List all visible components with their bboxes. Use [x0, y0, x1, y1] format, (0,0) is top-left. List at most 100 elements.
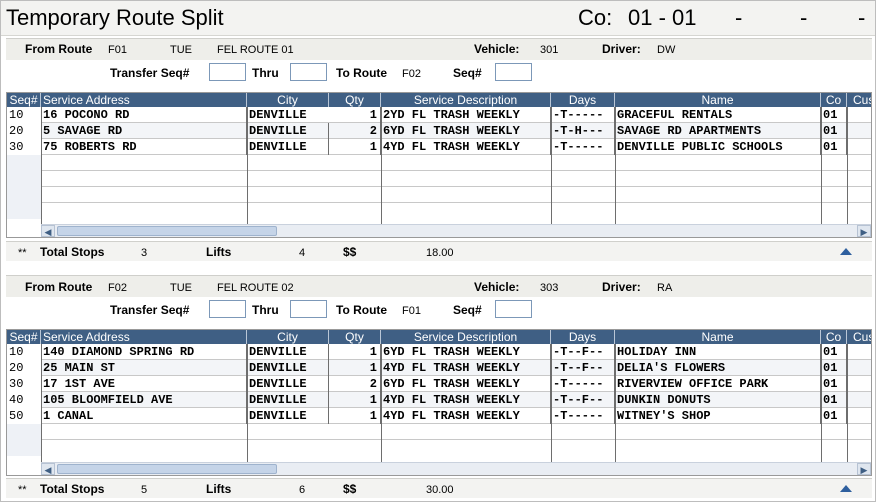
empty-row[interactable]	[41, 424, 871, 440]
lifts-value: 6	[299, 484, 306, 496]
description-cell: 4YD FL TRASH WEEKLY	[381, 408, 551, 424]
scroll-right-icon[interactable]: ▶	[857, 225, 871, 237]
seq-cell[interactable]: 30	[7, 139, 41, 155]
transfer-seq-input[interactable]	[209, 63, 246, 81]
seq-input[interactable]	[495, 63, 532, 81]
col-days-header[interactable]: Days	[551, 93, 615, 107]
thru-input[interactable]	[290, 300, 327, 318]
route-info-bar: From Route F01 TUE FEL ROUTE 01 Vehicle:…	[6, 38, 872, 60]
qty-cell: 2	[329, 123, 381, 139]
scroll-right-icon[interactable]: ▶	[857, 463, 871, 475]
col-days-header[interactable]: Days	[551, 330, 615, 344]
city-cell: DENVILLE	[247, 408, 329, 424]
thru-input[interactable]	[290, 63, 327, 81]
address-cell: 25 MAIN ST	[41, 360, 247, 376]
seq-cell[interactable]: 40	[7, 392, 41, 408]
table-row[interactable]: 1 CANAL DENVILLE 1 4YD FL TRASH WEEKLY -…	[41, 408, 871, 424]
table-row[interactable]: 105 BLOOMFIELD AVE DENVILLE 1 4YD FL TRA…	[41, 392, 871, 408]
thru-label: Thru	[252, 303, 279, 317]
col-co-header[interactable]: Co	[821, 93, 847, 107]
col-qty-header[interactable]: Qty	[329, 93, 381, 107]
header-dash: -	[800, 5, 808, 30]
empty-row[interactable]	[41, 155, 871, 171]
col-address-header[interactable]: Service Address	[41, 93, 247, 107]
collapse-up-icon[interactable]	[840, 248, 852, 255]
description-cell: 6YD FL TRASH WEEKLY	[381, 344, 551, 360]
to-route-label: To Route	[336, 66, 388, 80]
total-stops-value: 5	[141, 484, 148, 496]
col-city-header[interactable]: City	[247, 330, 329, 344]
horizontal-scrollbar[interactable]: ◀ ▶	[41, 224, 871, 237]
totals-bar: ** Total Stops 5 Lifts 6 $$ 30.00	[6, 478, 872, 498]
col-name-header[interactable]: Name	[615, 330, 821, 344]
empty-row[interactable]	[41, 171, 871, 187]
col-seq-header[interactable]: Seq#	[7, 93, 41, 107]
column-divider	[551, 107, 552, 224]
driver-label: Driver:	[602, 42, 641, 56]
scroll-left-icon[interactable]: ◀	[41, 225, 55, 237]
grid-header: Seq# Service Address City Qty Service De…	[7, 330, 871, 344]
name-cell: RIVERVIEW OFFICE PARK	[615, 376, 821, 392]
column-divider	[247, 107, 248, 224]
route-day: TUE	[170, 44, 192, 56]
column-divider	[247, 344, 248, 462]
table-row[interactable]: 140 DIAMOND SPRING RD DENVILLE 1 6YD FL …	[41, 344, 871, 360]
collapse-up-icon[interactable]	[840, 485, 852, 492]
table-row[interactable]: 25 MAIN ST DENVILLE 1 4YD FL TRASH WEEKL…	[41, 360, 871, 376]
col-qty-header[interactable]: Qty	[329, 330, 381, 344]
transfer-bar: Transfer Seq# Thru To Route F02 Seq#	[6, 60, 872, 88]
total-stops-value: 3	[141, 247, 148, 259]
route-info-bar: From Route F02 TUE FEL ROUTE 02 Vehicle:…	[6, 275, 872, 297]
seq-cell[interactable]: 10	[7, 107, 41, 123]
qty-cell: 2	[329, 376, 381, 392]
col-description-header[interactable]: Service Description	[381, 93, 551, 107]
col-seq-header[interactable]: Seq#	[7, 330, 41, 344]
table-row[interactable]: 17 1ST AVE DENVILLE 2 6YD FL TRASH WEEKL…	[41, 376, 871, 392]
empty-row[interactable]	[41, 203, 871, 219]
col-cus-header[interactable]: Cus	[847, 93, 871, 107]
table-row[interactable]: 5 SAVAGE RD DENVILLE 2 6YD FL TRASH WEEK…	[41, 123, 871, 139]
name-cell: WITNEY'S SHOP	[615, 408, 821, 424]
seq-cell[interactable]: 10	[7, 344, 41, 360]
from-route-code: F02	[108, 282, 127, 294]
horizontal-scrollbar[interactable]: ◀ ▶	[41, 462, 871, 475]
column-divider	[551, 344, 552, 462]
name-cell: SAVAGE RD APARTMENTS	[615, 123, 821, 139]
empty-row[interactable]	[41, 440, 871, 456]
col-name-header[interactable]: Name	[615, 93, 821, 107]
col-city-header[interactable]: City	[247, 93, 329, 107]
seq-cell[interactable]: 50	[7, 408, 41, 424]
route-day: TUE	[170, 282, 192, 294]
table-row[interactable]: 75 ROBERTS RD DENVILLE 1 4YD FL TRASH WE…	[41, 139, 871, 155]
dollars-value: 18.00	[426, 247, 454, 259]
seq-cell-empty	[7, 203, 41, 219]
scroll-thumb[interactable]	[57, 464, 277, 474]
seq-cell[interactable]: 20	[7, 123, 41, 139]
col-cus-header[interactable]: Cus	[847, 330, 871, 344]
seq-label: Seq#	[453, 303, 482, 317]
days-cell: -T-----	[551, 408, 615, 424]
seq-cell-empty	[7, 440, 41, 456]
seq-cell[interactable]: 30	[7, 376, 41, 392]
days-cell: -T-----	[551, 139, 615, 155]
scroll-thumb[interactable]	[57, 226, 277, 236]
table-row[interactable]: 16 POCONO RD DENVILLE 1 2YD FL TRASH WEE…	[41, 107, 871, 123]
lifts-label: Lifts	[206, 245, 232, 259]
col-address-header[interactable]: Service Address	[41, 330, 247, 344]
lifts-label: Lifts	[206, 482, 232, 496]
vehicle-value: 301	[540, 44, 559, 56]
to-route-value: F02	[402, 68, 421, 80]
scroll-left-icon[interactable]: ◀	[41, 463, 55, 475]
col-description-header[interactable]: Service Description	[381, 330, 551, 344]
transfer-seq-input[interactable]	[209, 300, 246, 318]
seq-cell[interactable]: 20	[7, 360, 41, 376]
total-stops-label: Total Stops	[40, 245, 105, 259]
description-cell: 6YD FL TRASH WEEKLY	[381, 123, 551, 139]
seq-input[interactable]	[495, 300, 532, 318]
to-route-value: F01	[402, 305, 421, 317]
seq-cell-empty	[7, 424, 41, 440]
totals-marker: **	[18, 247, 27, 259]
header-dash: -	[858, 5, 866, 30]
empty-row[interactable]	[41, 187, 871, 203]
col-co-header[interactable]: Co	[821, 330, 847, 344]
